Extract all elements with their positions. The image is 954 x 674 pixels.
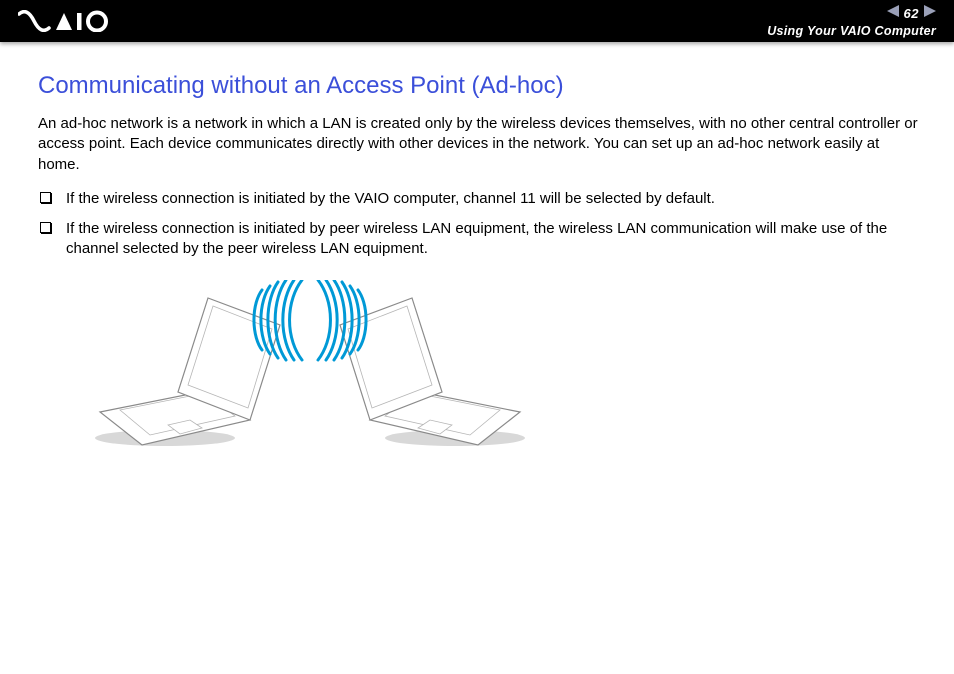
list-item: If the wireless connection is initiated … bbox=[38, 189, 920, 209]
intro-paragraph: An ad-hoc network is a network in which … bbox=[38, 114, 920, 175]
list-item: If the wireless connection is initiated … bbox=[38, 219, 920, 260]
bullet-list: If the wireless connection is initiated … bbox=[38, 189, 920, 260]
section-title: Using Your VAIO Computer bbox=[767, 24, 936, 38]
bullet-text: If the wireless connection is initiated … bbox=[66, 220, 887, 257]
page-number: 62 bbox=[904, 6, 919, 21]
page-content: Communicating without an Access Point (A… bbox=[0, 42, 954, 465]
next-page-arrow-icon[interactable] bbox=[922, 4, 936, 22]
signal-arcs-left-icon bbox=[254, 280, 302, 360]
header-right: 62 Using Your VAIO Computer bbox=[759, 4, 936, 38]
bullet-marker-icon bbox=[40, 192, 51, 203]
signal-arcs-right-icon bbox=[318, 280, 366, 360]
laptop-right-icon bbox=[340, 298, 525, 446]
page-heading: Communicating without an Access Point (A… bbox=[38, 72, 920, 100]
vaio-logo bbox=[18, 0, 114, 42]
bullet-marker-icon bbox=[40, 222, 51, 233]
laptop-left-icon bbox=[95, 298, 280, 446]
adhoc-diagram bbox=[50, 280, 920, 465]
prev-page-arrow-icon[interactable] bbox=[887, 4, 901, 22]
header-bar: 62 Using Your VAIO Computer bbox=[0, 0, 954, 42]
bullet-text: If the wireless connection is initiated … bbox=[66, 190, 715, 207]
page-nav: 62 bbox=[887, 4, 936, 22]
